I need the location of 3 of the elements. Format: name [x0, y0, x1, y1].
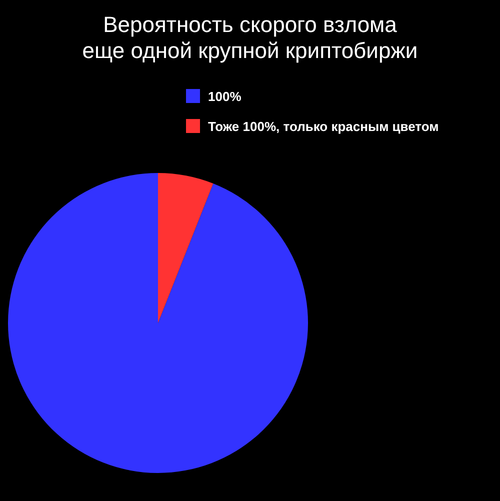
legend-label: Тоже 100%, только красным цветом [208, 118, 439, 134]
legend-label: 100% [208, 88, 242, 104]
chart-title: Вероятность скорого взлома еще одной крупной криптобиржи [81, 12, 419, 64]
